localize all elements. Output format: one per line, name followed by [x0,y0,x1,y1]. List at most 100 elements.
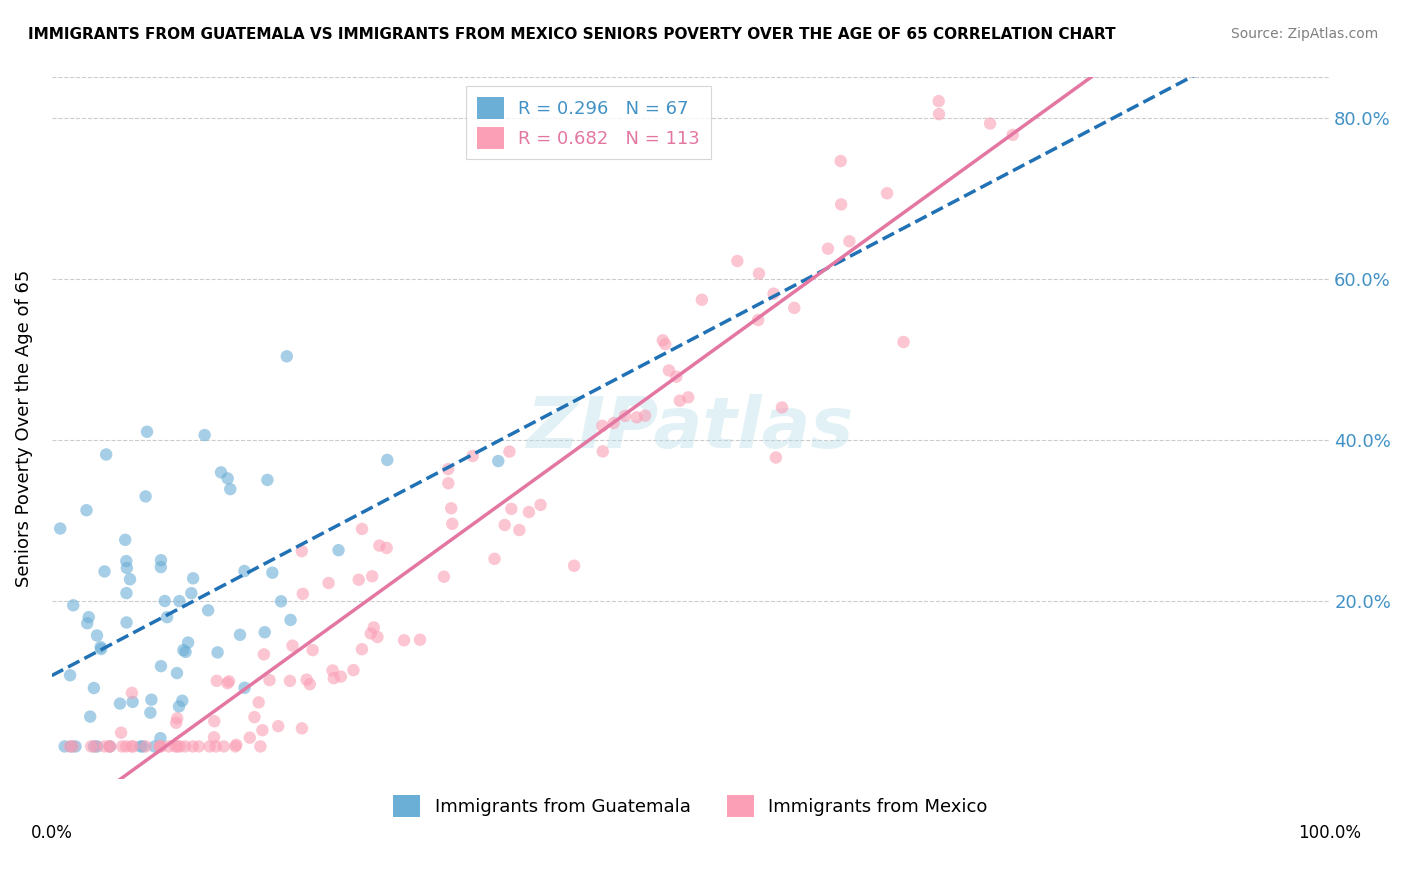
Guatemala [93,565,115,579]
Mexico [224,739,246,754]
Mexico [259,673,281,688]
Guatemala [129,739,152,754]
Guatemala [86,628,108,642]
Guatemala [143,739,166,754]
Mexico [658,363,681,377]
Mexico [562,558,585,573]
Mexico [122,739,145,754]
Mexico [360,626,382,640]
Mexico [762,286,785,301]
Mexico [350,522,373,536]
Guatemala [229,628,252,642]
Mexico [291,544,314,558]
Guatemala [60,739,83,754]
Mexico [98,739,121,754]
Mexico [817,242,839,256]
Mexico [494,518,516,533]
Mexico [363,620,385,634]
Guatemala [118,572,141,586]
Guatemala [153,594,176,608]
Mexico [350,642,373,657]
Guatemala [181,571,204,585]
Guatemala [253,625,276,640]
Mexico [342,663,364,677]
Mexico [157,739,180,754]
Mexico [437,476,460,491]
Guatemala [65,739,87,754]
Guatemala [108,697,131,711]
Mexico [212,739,235,754]
Mexico [783,301,806,315]
Mexico [676,390,699,404]
Mexico [461,449,484,463]
Mexico [830,197,852,211]
Guatemala [375,453,398,467]
Mexico [93,739,115,754]
Mexico [84,739,107,754]
Mexico [59,739,82,754]
Mexico [498,444,520,458]
Mexico [614,409,637,423]
Guatemala [90,642,112,657]
Mexico [165,715,187,730]
Mexico [508,523,530,537]
Mexico [517,505,540,519]
Mexico [928,107,950,121]
Mexico [375,541,398,555]
Mexico [440,501,463,516]
Mexico [205,673,228,688]
Guatemala [177,635,200,649]
Guatemala [59,668,82,682]
Mexico [725,254,748,268]
Mexico [291,587,314,601]
Guatemala [149,659,172,673]
Mexico [747,313,769,327]
Guatemala [77,610,100,624]
Guatemala [219,482,242,496]
Guatemala [197,603,219,617]
Guatemala [172,643,194,657]
Guatemala [156,610,179,624]
Guatemala [276,349,298,363]
Mexico [654,337,676,351]
Guatemala [256,473,278,487]
Mexico [278,673,301,688]
Mexico [765,450,787,465]
Mexico [592,444,614,458]
Guatemala [83,681,105,695]
Mexico [838,234,860,248]
Mexico [202,714,225,729]
Mexico [166,739,188,754]
Guatemala [114,533,136,547]
Mexico [115,739,138,754]
Mexico [267,719,290,733]
Guatemala [53,739,76,754]
Text: Source: ZipAtlas.com: Source: ZipAtlas.com [1230,27,1378,41]
Mexico [166,711,188,725]
Mexico [249,739,271,754]
Mexico [893,334,915,349]
Mexico [441,516,464,531]
Mexico [80,739,103,754]
Guatemala [115,554,138,568]
Mexico [626,410,648,425]
Mexico [602,416,624,430]
Guatemala [62,599,84,613]
Guatemala [132,739,155,754]
Mexico [291,721,314,735]
Mexico [433,570,456,584]
Mexico [484,551,506,566]
Mexico [392,633,415,648]
Guatemala [149,560,172,574]
Mexico [169,739,191,754]
Mexico [770,401,793,415]
Guatemala [86,739,108,754]
Mexico [202,731,225,745]
Legend: Immigrants from Guatemala, Immigrants from Mexico: Immigrants from Guatemala, Immigrants fr… [384,786,997,826]
Guatemala [262,566,284,580]
Text: 0.0%: 0.0% [31,824,73,842]
Mexico [135,739,157,754]
Mexico [165,739,187,754]
Mexico [876,186,898,201]
Mexico [665,369,688,384]
